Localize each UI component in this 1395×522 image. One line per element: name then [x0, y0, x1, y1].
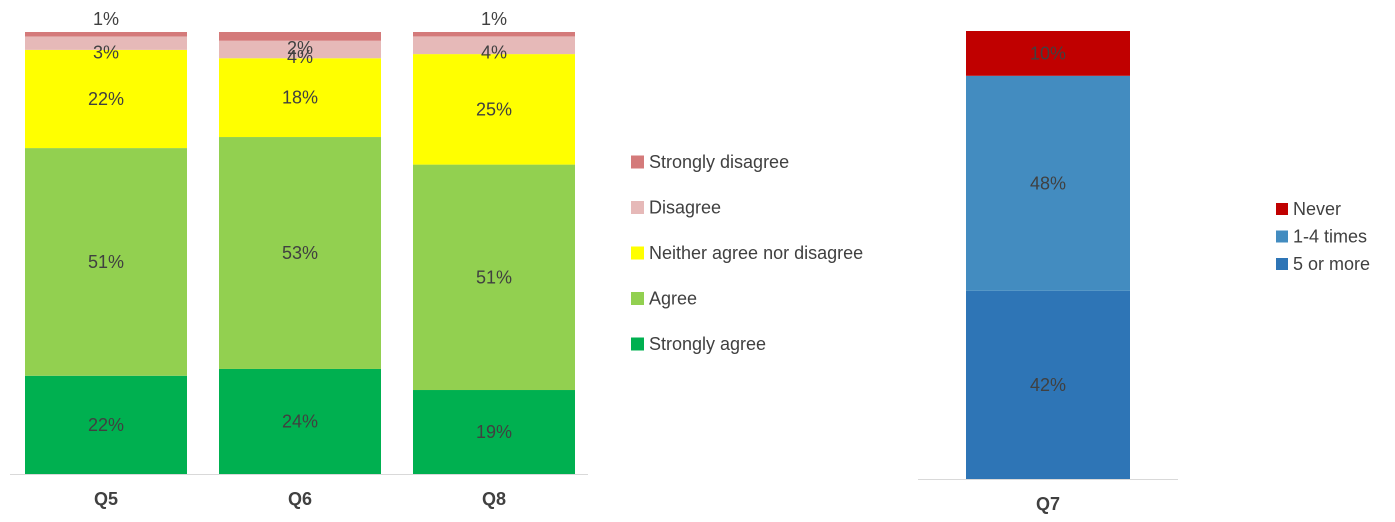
- data-label-q6-strongly-disagree: 2%: [287, 38, 313, 58]
- category-label-q7: Q7: [1036, 494, 1060, 514]
- data-label-q8-strongly-disagree: 1%: [481, 9, 507, 29]
- legend: Never 1-4 times 5 or more: [1276, 199, 1370, 274]
- chart-1: 22%51%22%3%1%Q524%53%18%4%2%Q619%51%25%4…: [10, 9, 863, 509]
- bar-q6-neither-agree-nor-disagree: [219, 58, 381, 138]
- legend-label-never: Never: [1293, 199, 1341, 219]
- data-label-q5-strongly-agree: 22%: [88, 415, 124, 435]
- legend-label-strongly-disagree: Strongly disagree: [649, 152, 789, 172]
- legend: Strongly disagree Disagree Neither agree n…: [631, 152, 863, 354]
- bar-q7-never: [966, 31, 1130, 76]
- bar-q8-disagree: [413, 36, 575, 55]
- legend-swatch-strongly-agree: [631, 337, 644, 351]
- data-label-q6-agree: 53%: [282, 243, 318, 263]
- legend-label-agree: Agree: [649, 289, 697, 309]
- data-label-q7-5-or-more: 42%: [1030, 375, 1066, 395]
- legend-label-neither-agree-nor-disagree: Neither agree nor disagree: [649, 243, 863, 263]
- data-label-q7-1-4-times: 48%: [1030, 173, 1066, 193]
- legend-swatch-never: [1276, 203, 1288, 215]
- bar-q7-5-or-more: [966, 290, 1130, 479]
- category-label-q6: Q6: [288, 489, 312, 509]
- bar-q5-strongly-disagree: [25, 32, 187, 37]
- bar-q7-1-4-times: [966, 75, 1130, 291]
- bar-q5-agree: [25, 148, 187, 376]
- data-label-q8-strongly-agree: 19%: [476, 422, 512, 442]
- legend-label-strongly-agree: Strongly agree: [649, 334, 766, 354]
- bar-q5-strongly-agree: [25, 375, 187, 474]
- bar-q6-strongly-disagree: [219, 32, 381, 41]
- data-label-q8-disagree: 4%: [481, 42, 507, 62]
- bar-q5-disagree: [25, 36, 187, 50]
- legend-label-1-4-times: 1-4 times: [1293, 227, 1367, 247]
- legend-swatch-strongly-disagree: [631, 155, 644, 169]
- data-label-q5-neither-agree-nor-disagree: 22%: [88, 89, 124, 109]
- data-label-q7-never: 10%: [1030, 43, 1066, 63]
- bar-q8-neither-agree-nor-disagree: [413, 54, 575, 165]
- data-label-q5-disagree: 3%: [93, 42, 119, 62]
- legend-swatch-neither-agree-nor-disagree: [631, 246, 644, 260]
- data-label-q6-strongly-agree: 24%: [282, 411, 318, 431]
- data-label-q8-neither-agree-nor-disagree: 25%: [476, 99, 512, 119]
- legend-swatch-disagree: [631, 201, 644, 214]
- bar-q6-strongly-agree: [219, 368, 381, 474]
- legend-label-disagree: Disagree: [649, 198, 721, 218]
- data-label-q5-strongly-disagree: 1%: [93, 9, 119, 29]
- bar-q8-strongly-agree: [413, 390, 575, 474]
- bar-q5-neither-agree-nor-disagree: [25, 49, 187, 149]
- chart-2: 42% 48% 10% Q7 Never 1-4 times 5 or more: [918, 31, 1370, 514]
- data-label-q6-neither-agree-nor-disagree: 18%: [282, 88, 318, 108]
- legend-swatch-1-4-times: [1276, 230, 1288, 243]
- bar-q6-disagree: [219, 40, 381, 59]
- bar-q8-agree: [413, 164, 575, 391]
- legend-swatch-agree: [631, 292, 644, 305]
- category-label-q8: Q8: [482, 489, 506, 509]
- category-label-q5: Q5: [94, 489, 118, 509]
- legend-swatch-5-or-more: [1276, 258, 1288, 270]
- legend-label-5-or-more: 5 or more: [1293, 254, 1370, 274]
- data-label-q6-disagree: 4%: [287, 47, 313, 67]
- bar-q6-agree: [219, 137, 381, 369]
- data-label-q5-agree: 51%: [88, 252, 124, 272]
- bar-q8-strongly-disagree: [413, 32, 575, 37]
- data-label-q8-agree: 51%: [476, 267, 512, 287]
